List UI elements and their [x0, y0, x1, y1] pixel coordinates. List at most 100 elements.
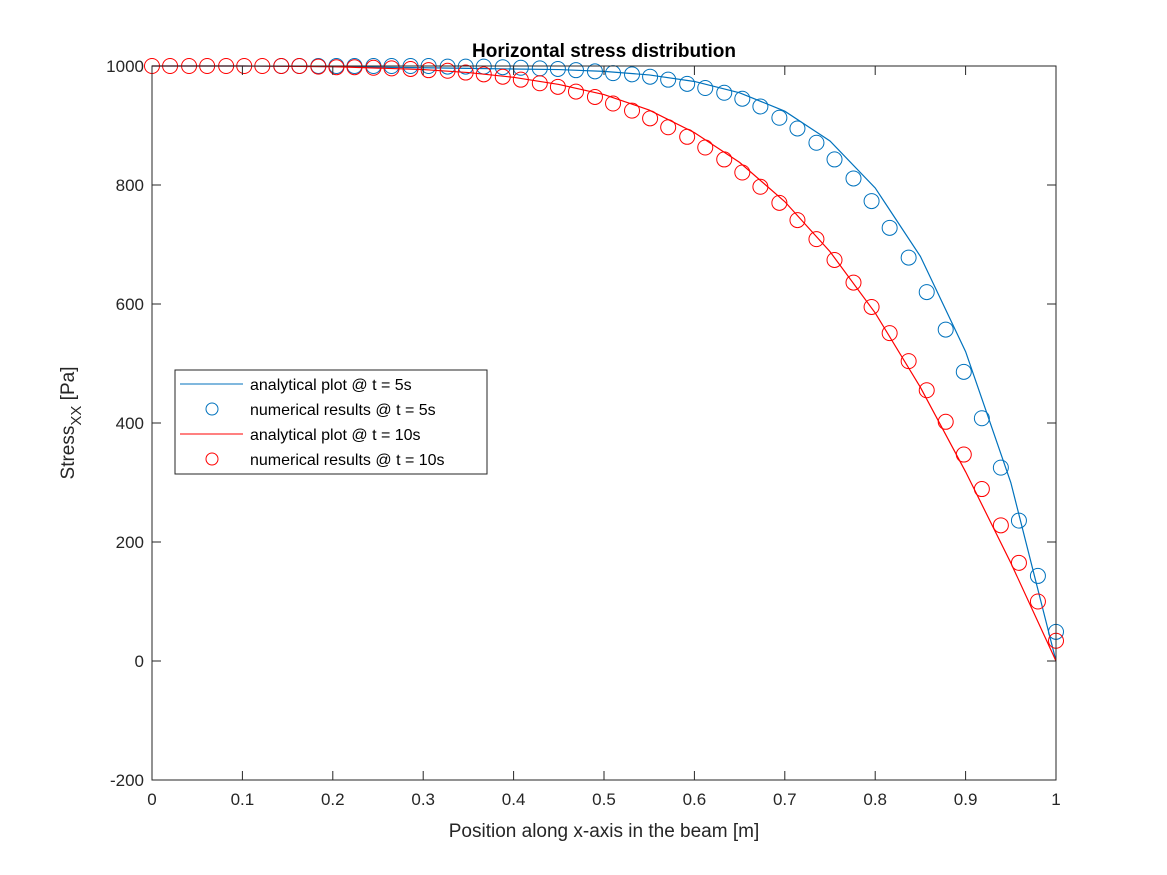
series-4-point	[955, 446, 972, 463]
series-4-point	[660, 119, 677, 136]
legend-entry-3: analytical plot @ t = 10s	[180, 427, 421, 444]
series-4-point	[973, 481, 990, 498]
x-tick-label: 1	[1051, 790, 1060, 809]
series-4-point	[642, 110, 659, 127]
series-2-point	[845, 170, 862, 187]
legend-entry-4: numerical results @ t = 10s	[205, 452, 445, 469]
x-tick-label: 0.3	[411, 790, 435, 809]
x-tick-label: 0.9	[954, 790, 978, 809]
series-4-point	[937, 413, 954, 430]
series-2-point	[624, 66, 641, 83]
series-4-point	[752, 178, 769, 195]
series-4-point	[900, 353, 917, 370]
x-tick-label: 0	[147, 790, 156, 809]
series-4-point	[328, 59, 345, 76]
series-4-point	[605, 95, 622, 112]
series-4-point	[826, 251, 843, 268]
series-2-point	[881, 219, 898, 236]
series-2-point	[549, 60, 566, 77]
series-2-point	[789, 120, 806, 137]
series-2-point	[918, 284, 935, 301]
series-4-point	[845, 274, 862, 291]
series-4-point	[402, 60, 419, 77]
y-axis-label: StressXX [Pa]	[58, 367, 85, 480]
series-4-point	[734, 164, 751, 181]
y-axis-label-unit: [Pa]	[58, 367, 79, 406]
series-2-point	[642, 68, 659, 85]
series-4-point	[383, 60, 400, 77]
y-tick-label: 800	[116, 176, 144, 195]
series-2-point	[457, 58, 474, 75]
x-tick-label: 0.4	[502, 790, 526, 809]
series-4-point	[420, 62, 437, 79]
series-2-point	[826, 151, 843, 168]
series-2-point	[973, 410, 990, 427]
series-2-point	[660, 71, 677, 88]
series-4-point	[697, 139, 714, 156]
y-tick-label: 400	[116, 414, 144, 433]
y-tick-label: 1000	[106, 57, 144, 76]
series-4-point	[439, 62, 456, 79]
chart-title: Horizontal stress distribution	[472, 41, 736, 62]
series-4-point	[716, 151, 733, 168]
series-4-point	[789, 212, 806, 229]
series-line-1	[152, 65, 1057, 662]
y-axis-label-subscript: XX	[68, 406, 85, 426]
series-2-point	[697, 80, 714, 97]
series-4-point	[475, 66, 492, 83]
series-2-point	[900, 249, 917, 266]
x-tick-label: 0.7	[773, 790, 797, 809]
x-tick-label: 0.2	[321, 790, 345, 809]
series-4-point	[494, 68, 511, 85]
series-2-point	[863, 193, 880, 210]
x-tick-label: 0.5	[592, 790, 616, 809]
series-line-3	[152, 65, 1057, 662]
series-4-point	[1029, 593, 1046, 610]
x-tick-label: 0.6	[683, 790, 707, 809]
series-4-point	[992, 517, 1009, 534]
series-2-point	[586, 63, 603, 80]
series-4-point	[881, 325, 898, 342]
series-2-point	[992, 459, 1009, 476]
series-4-point	[457, 64, 474, 81]
legend-entry-1: analytical plot @ t = 5s	[180, 377, 412, 394]
series-2-point	[1029, 567, 1046, 584]
series-4-point	[549, 78, 566, 95]
series-4-point	[512, 71, 529, 88]
series-4-point	[1010, 554, 1027, 571]
series-2-point	[734, 90, 751, 107]
legend: analytical plot @ t = 5s numerical resul…	[174, 369, 488, 475]
series-2-point	[567, 62, 584, 79]
series-4-point	[531, 75, 548, 92]
series-2-point	[955, 363, 972, 380]
series-2-point	[679, 75, 696, 92]
series-4-point	[679, 128, 696, 145]
y-tick-label: -200	[110, 771, 144, 790]
legend-box	[174, 369, 488, 475]
series-4-point	[624, 102, 641, 119]
legend-label-3: analytical plot @ t = 10s	[250, 427, 421, 444]
series-4-point	[808, 231, 825, 248]
x-tick-label: 0.8	[863, 790, 887, 809]
y-tick-label: 0	[135, 652, 144, 671]
series-4-point	[346, 59, 363, 76]
legend-marker-blue	[205, 402, 219, 416]
series-2-point	[752, 98, 769, 115]
series-2-point	[494, 59, 511, 76]
y-tick-label: 600	[116, 295, 144, 314]
series-2-point	[771, 109, 788, 126]
series-2-point	[716, 84, 733, 101]
x-axis-label: Position along x-axis in the beam [m]	[449, 821, 760, 842]
legend-label-4: numerical results @ t = 10s	[250, 452, 445, 469]
series-4-point	[365, 59, 382, 76]
y-axis-label-main: Stress	[58, 426, 79, 480]
ticks-layer: 0 0.1 0.2 0.3 0.4 0.5 0.6 0.7 0.8 0.9 1-2000200400…	[106, 57, 1061, 809]
y-tick-label: 200	[116, 533, 144, 552]
series-4-point	[771, 194, 788, 211]
legend-label-1: analytical plot @ t = 5s	[250, 377, 412, 394]
series-2-point	[439, 58, 456, 75]
legend-marker-red	[205, 452, 219, 466]
legend-label-2: numerical results @ t = 5s	[250, 402, 436, 419]
series-4-point	[586, 88, 603, 105]
series-4-point	[918, 382, 935, 399]
